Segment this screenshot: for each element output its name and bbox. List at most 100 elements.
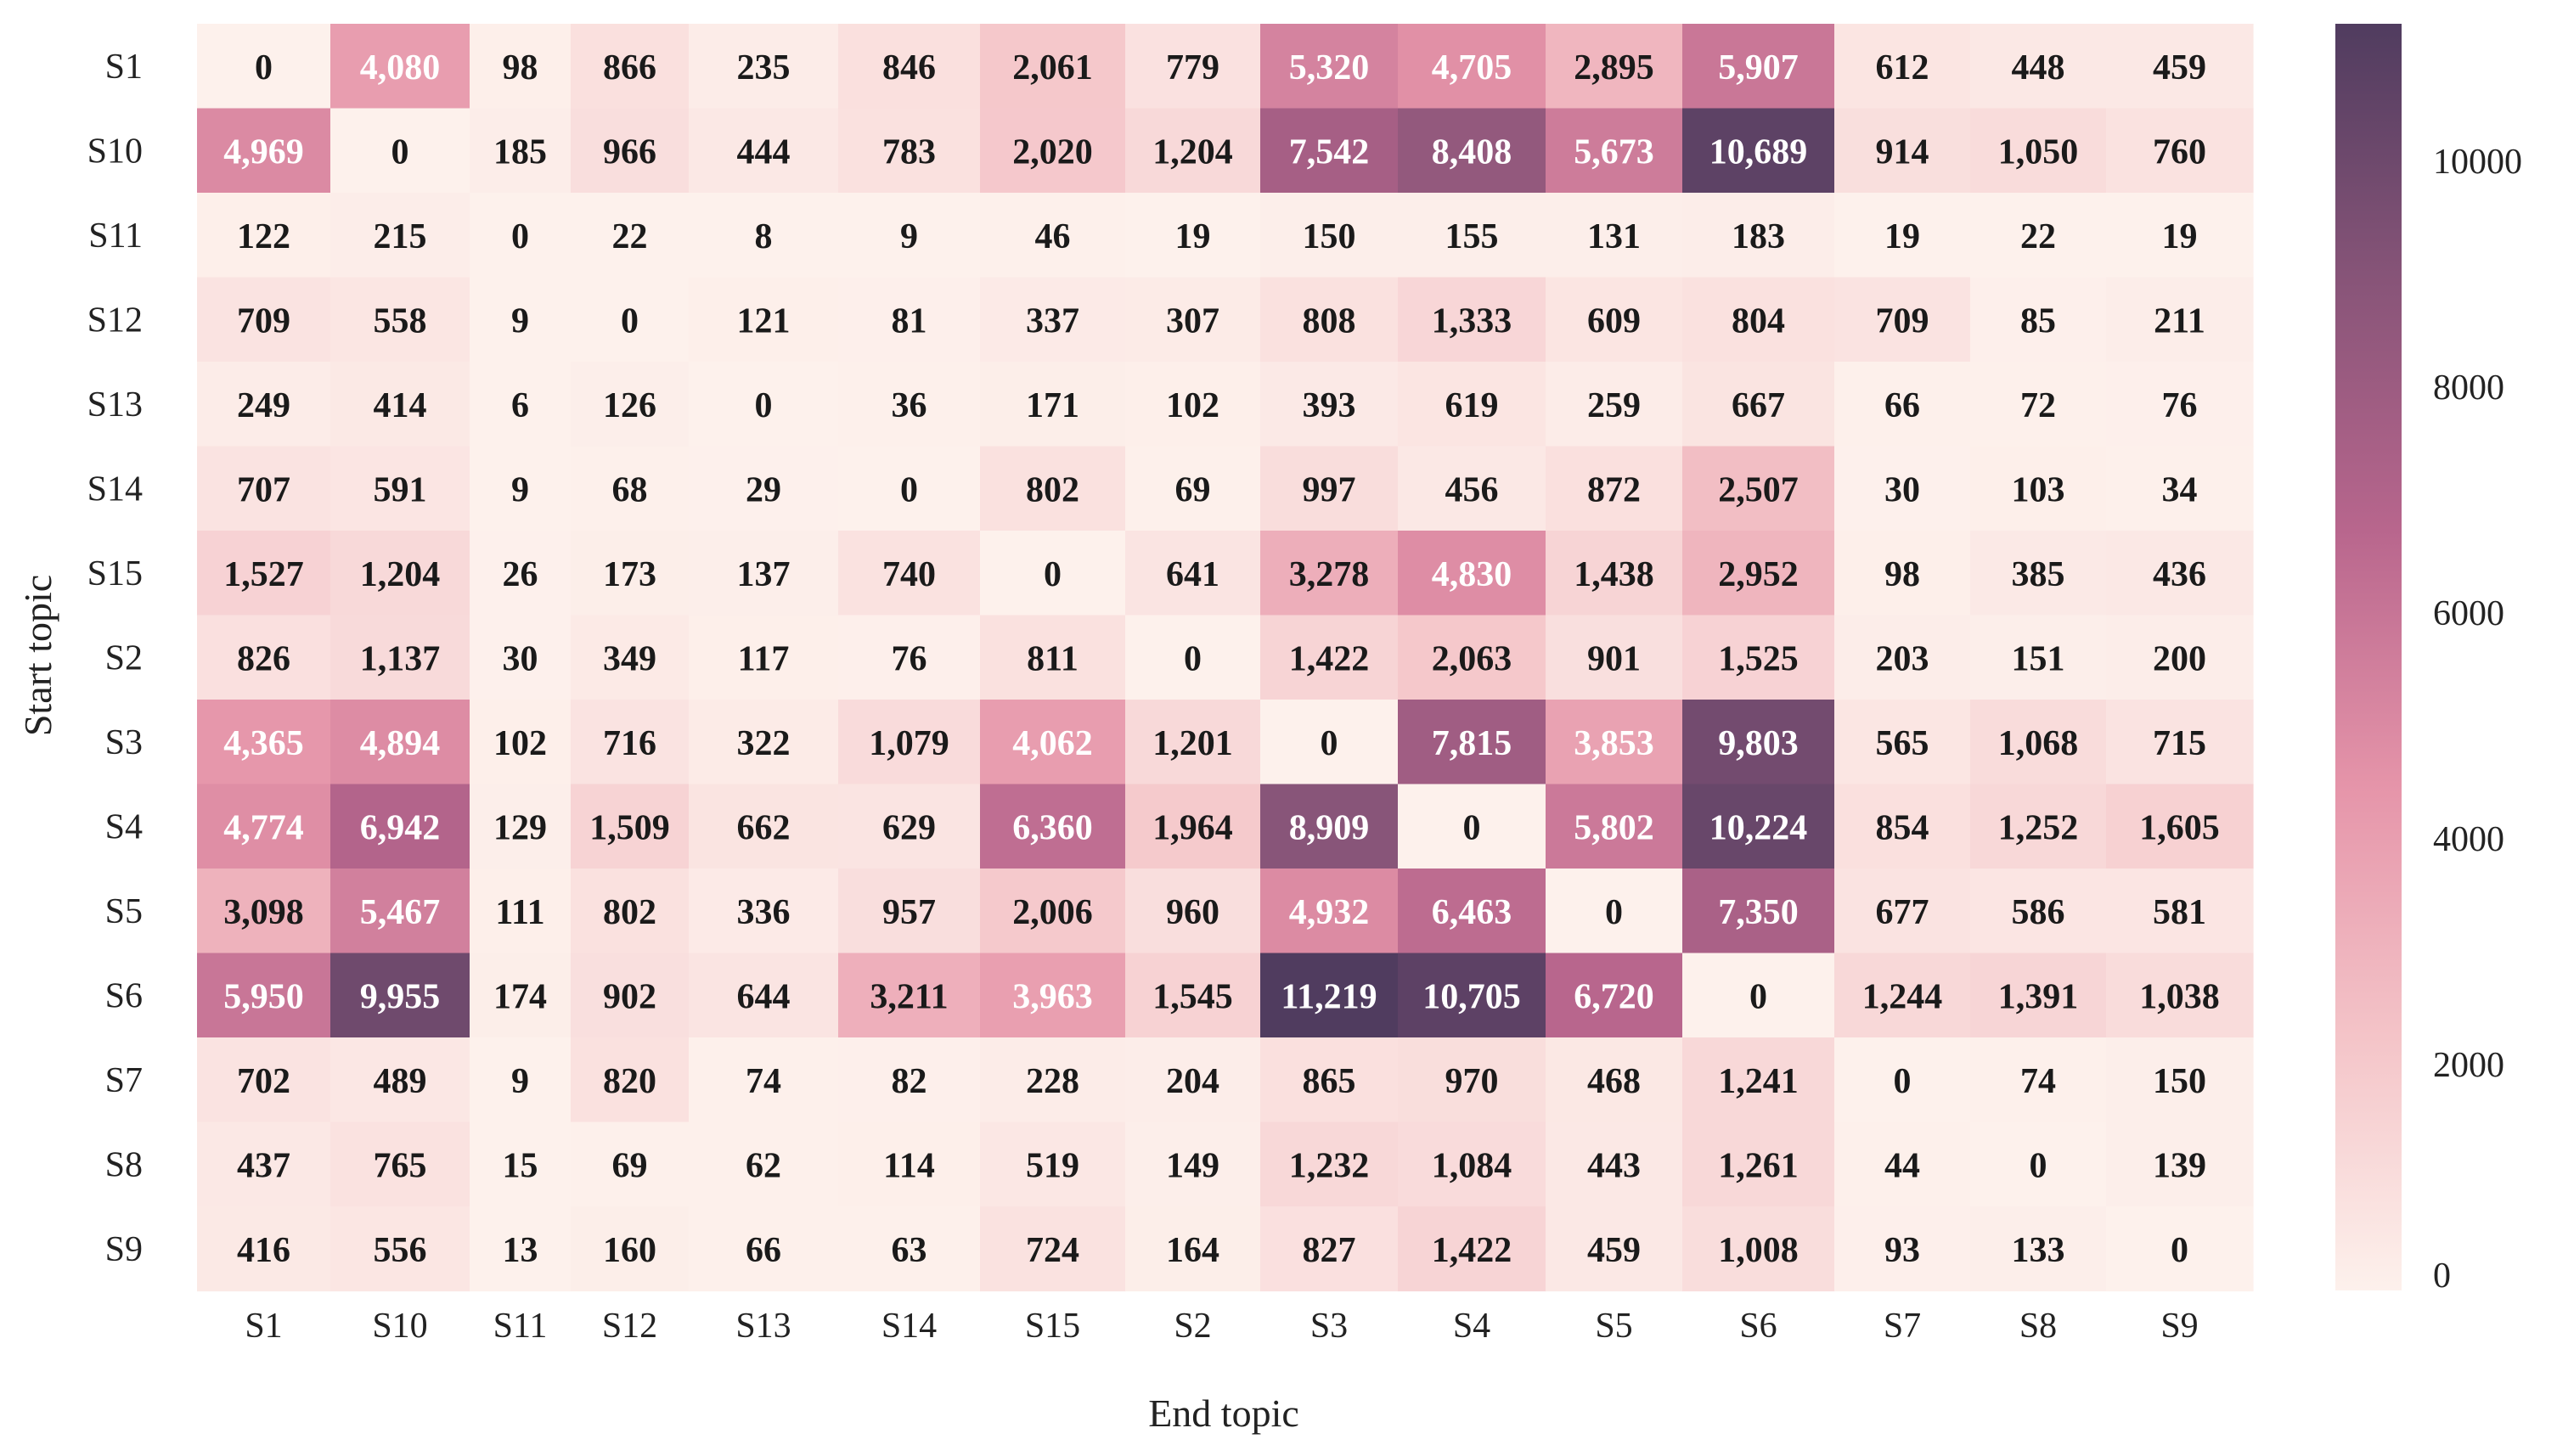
cell-label-S3-S7: 565 [1876,724,1929,763]
cell-label-S2-S15: 811 [1027,639,1079,678]
heatmap-cell-S6-S14 [838,953,981,1038]
heatmap-cell-S6-S11 [470,953,572,1038]
heatmap-cell-S3-S8 [1970,700,2107,785]
heatmap-cell-S9-S7 [1834,1206,1971,1292]
heatmap-cell-S5-S15 [980,869,1126,954]
cell-label-S3-S6: 9,803 [1718,724,1799,763]
x-tick-S3: S3 [1310,1307,1348,1346]
cell-label-S1-S1: 0 [255,48,273,87]
cell-label-S5-S8: 586 [2012,893,2065,932]
heatmap-cell-S5-S4 [1398,869,1546,954]
heatmap-cell-S7-S6 [1682,1037,1835,1123]
heatmap-cell-S6-S5 [1546,953,1683,1038]
heatmap-cell-S7-S9 [2106,1037,2254,1123]
cell-label-S5-S12: 802 [603,893,656,932]
heatmap-cell-S9-S5 [1546,1206,1683,1292]
cell-label-S2-S14: 76 [892,639,927,678]
heatmap-cell-S1-S8 [1970,24,2107,110]
heatmap-cell-S10-S2 [1125,108,1261,194]
heatmap-cell-S14-S9 [2106,446,2254,531]
heatmap-cell-S6-S4 [1398,953,1546,1038]
x-tick-S10: S10 [372,1307,427,1346]
heatmap-cell-S8-S4 [1398,1122,1546,1207]
x-tick-S5: S5 [1595,1307,1632,1346]
cell-label-S4-S8: 1,252 [1998,808,2079,847]
cell-label-S3-S2: 1,201 [1152,724,1233,763]
cell-label-S10-S2: 1,204 [1152,132,1233,171]
heatmap-cell-S7-S15 [980,1037,1126,1123]
heatmap-cell-S13-S1 [197,362,331,447]
cell-label-S12-S9: 211 [2154,301,2205,340]
heatmap-cell-S10-S13 [689,108,839,194]
heatmap-cell-S9-S3 [1260,1206,1399,1292]
heatmap-cell-S12-S8 [1970,277,2107,363]
heatmap-cell-S10-S15 [980,108,1126,194]
cell-label-S14-S6: 2,507 [1718,470,1799,509]
heatmap-cell-S8-S13 [689,1122,839,1207]
cell-label-S4-S1: 4,774 [223,808,304,847]
cell-label-S10-S11: 185 [493,132,547,171]
heatmap-cell-S6-S3 [1260,953,1399,1038]
cell-label-S3-S13: 322 [737,724,791,763]
cell-label-S4-S15: 6,360 [1012,808,1093,847]
cell-label-S13-S12: 126 [603,386,656,425]
cell-label-S12-S15: 337 [1026,301,1079,340]
cell-label-S12-S6: 804 [1732,301,1785,340]
cell-label-S9-S1: 416 [237,1231,290,1270]
heatmap-cell-S3-S3 [1260,700,1399,785]
cell-label-S9-S15: 724 [1026,1231,1079,1270]
y-tick-S13: S13 [87,385,143,424]
heatmap-cell-S7-S1 [197,1037,331,1123]
cell-label-S12-S12: 0 [621,301,639,340]
heatmap-cell-S1-S2 [1125,24,1261,110]
cell-label-S2-S10: 1,137 [360,639,441,678]
heatmap-cell-S1-S5 [1546,24,1683,110]
heatmap-cell-S4-S8 [1970,784,2107,869]
cell-label-S12-S13: 121 [737,301,791,340]
colorbar: 0 2000 4000 6000 8000 10000 [2335,24,2522,1296]
cell-label-S3-S3: 0 [1321,724,1338,763]
heatmap-cell-S15-S5 [1546,531,1683,616]
heatmap-cell-S15-S10 [330,531,470,616]
cell-label-S14-S14: 0 [900,470,918,509]
cell-label-S15-S10: 1,204 [360,555,441,594]
heatmap-cell-S12-S15 [980,277,1126,363]
heatmap-cell-S3-S5 [1546,700,1683,785]
heatmap-cell-S6-S13 [689,953,839,1038]
cell-label-S15-S1: 1,527 [223,555,304,594]
cell-label-S12-S8: 85 [2020,301,2056,340]
cell-label-S8-S15: 519 [1026,1146,1079,1185]
cell-label-S10-S12: 966 [603,132,656,171]
cell-label-S9-S3: 827 [1303,1231,1356,1270]
colorbar-tick-0: 0 [2433,1256,2451,1296]
heatmap-cell-S1-S11 [470,24,572,110]
cell-label-S10-S14: 783 [882,132,936,171]
heatmap-cell-S12-S3 [1260,277,1399,363]
heatmap-cell-S14-S1 [197,446,331,531]
cell-label-S10-S1: 4,969 [223,132,304,171]
x-tick-S6: S6 [1739,1307,1777,1346]
cell-label-S12-S1: 709 [237,301,290,340]
heatmap-cell-S8-S10 [330,1122,470,1207]
cell-label-S13-S1: 249 [237,386,290,425]
heatmap-cell-S5-S10 [330,869,470,954]
heatmap-cell-S3-S15 [980,700,1126,785]
colorbar-gradient [2335,24,2402,1290]
cell-label-S9-S9: 0 [2171,1231,2188,1270]
cell-label-S13-S8: 72 [2020,386,2056,425]
heatmap-cell-S3-S6 [1682,700,1835,785]
cell-label-S1-S14: 846 [882,48,936,87]
heatmap-cell-S3-S4 [1398,700,1546,785]
heatmap-cell-S14-S5 [1546,446,1683,531]
heatmap-cells: 0 4,080 98 866 235 846 2,061 779 5,320 4,705 2,895… [197,24,2254,1292]
cell-label-S6-S15: 3,963 [1012,977,1093,1016]
heatmap-cell-S11-S1 [197,193,331,278]
heatmap-cell-S3-S14 [838,700,981,785]
heatmap-cell-S13-S2 [1125,362,1261,447]
heatmap-cell-S10-S10 [330,108,470,194]
heatmap-cell-S6-S15 [980,953,1126,1038]
heatmap-cell-S8-S15 [980,1122,1126,1207]
heatmap-cell-S7-S7 [1834,1037,1971,1123]
cell-label-S5-S7: 677 [1876,893,1929,932]
